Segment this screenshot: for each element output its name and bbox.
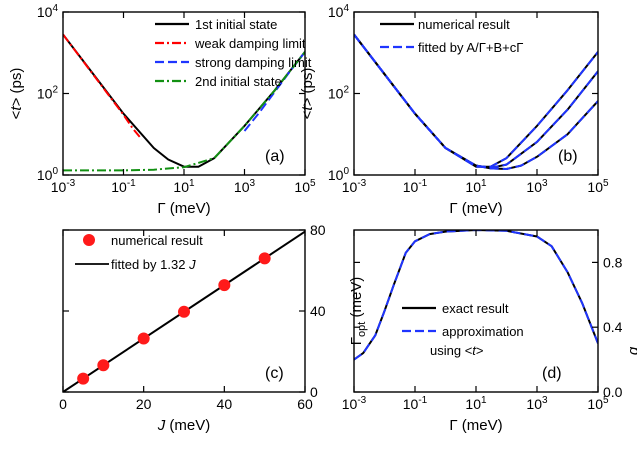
x-tick-label: 103 — [526, 178, 548, 195]
legend-label: exact result — [442, 301, 509, 316]
series-line — [63, 51, 305, 172]
panel-label: (d) — [542, 365, 562, 382]
legend: numerical result fitted by A/Γ+B+cΓ — [380, 17, 523, 55]
panel-label: (a) — [265, 148, 285, 165]
x-tick-label: 10-1 — [111, 178, 136, 195]
panel-label: (b) — [558, 148, 578, 165]
x-tick-label: 105 — [587, 395, 609, 412]
y-tick-label: 0 — [310, 384, 318, 400]
panel-label: (c) — [265, 365, 284, 382]
x-tick-label: 10-3 — [342, 395, 367, 412]
y-tick-label: 104 — [37, 3, 59, 20]
data-point — [178, 305, 190, 318]
legend-label: using <t> — [430, 343, 484, 358]
y-axis-title: <t> (ps) — [8, 68, 25, 120]
legend: 1st initial state weak damping limit stron… — [155, 17, 312, 89]
legend-label: 1st initial state — [195, 17, 277, 32]
y-axis-title: <t> (ps) — [299, 68, 316, 120]
x-tick-label: 60 — [297, 396, 313, 412]
y-tick-label: 100 — [37, 166, 59, 183]
y-tick-label: 40 — [310, 303, 326, 319]
y-tick-label: 102 — [37, 85, 59, 102]
x-tick-label: 10-3 — [342, 178, 367, 195]
legend-label: weak damping limit — [194, 36, 306, 51]
y-axis-title: q — [625, 346, 637, 355]
x-tick-label: 10-1 — [403, 395, 428, 412]
series-line — [354, 230, 598, 361]
x-tick-label: 20 — [136, 396, 152, 412]
y-tick-label: 100 — [328, 166, 350, 183]
data-point — [97, 359, 110, 372]
x-axis-title: Γ (meV) — [449, 200, 502, 217]
x-tick-label: 0 — [59, 396, 67, 412]
x-tick-label: 101 — [465, 395, 487, 412]
y-tick-label: 102 — [328, 85, 350, 102]
x-tick-label: 103 — [234, 178, 256, 195]
y-tick-label: 80 — [310, 222, 326, 238]
legend-label: approximation — [442, 324, 524, 339]
legend-label: fitted by A/Γ+B+cΓ — [418, 40, 523, 55]
plot-area — [63, 33, 305, 172]
x-tick-label: 40 — [217, 396, 233, 412]
series-line — [354, 33, 598, 170]
y-tick-label: 0.4 — [603, 319, 623, 335]
y-tick-label: 0.8 — [603, 254, 623, 270]
panel-b: 10-3 10-1 101 103 105 100 102 104 Γ (meV) <t> (ps… — [299, 3, 609, 217]
x-axis-title: Γ (meV) — [157, 200, 210, 217]
series-line — [63, 33, 143, 140]
x-tick-label: 101 — [173, 178, 195, 195]
plot-area — [354, 230, 598, 361]
legend-label: fitted by 1.32 J — [111, 257, 196, 272]
series-line — [354, 230, 598, 361]
x-axis-title: J (meV) — [157, 417, 211, 434]
data-point — [77, 372, 90, 385]
x-tick-label: 103 — [526, 395, 548, 412]
legend-label: strong damping limit — [195, 55, 312, 70]
legend-label: 2nd initial state — [195, 74, 282, 89]
panel-a: 10-3 10-1 101 103 105 100 102 104 Γ (meV) <t> (ps… — [8, 3, 316, 217]
legend: exact result approximation using <t> — [402, 301, 524, 358]
x-tick-label: 105 — [294, 178, 316, 195]
legend-swatch — [83, 234, 95, 246]
plot-area — [63, 230, 305, 392]
data-point — [258, 252, 271, 265]
legend-label: numerical result — [418, 17, 510, 32]
y-tick-label: 104 — [328, 3, 350, 20]
x-tick-label: 10-1 — [403, 178, 428, 195]
x-tick-label: 10-3 — [51, 178, 76, 195]
legend: numerical result fitted by 1.32 J — [75, 233, 203, 272]
y-tick-label: 0.0 — [603, 384, 623, 400]
y-axis-title: Γopt (meV) — [348, 277, 368, 346]
plot-area — [354, 33, 598, 170]
data-point — [218, 279, 231, 292]
x-axis-title: Γ (meV) — [449, 417, 502, 434]
legend-label: numerical result — [111, 233, 203, 248]
x-tick-label: 105 — [587, 178, 609, 195]
data-point — [137, 332, 150, 345]
x-tick-label: 101 — [465, 178, 487, 195]
